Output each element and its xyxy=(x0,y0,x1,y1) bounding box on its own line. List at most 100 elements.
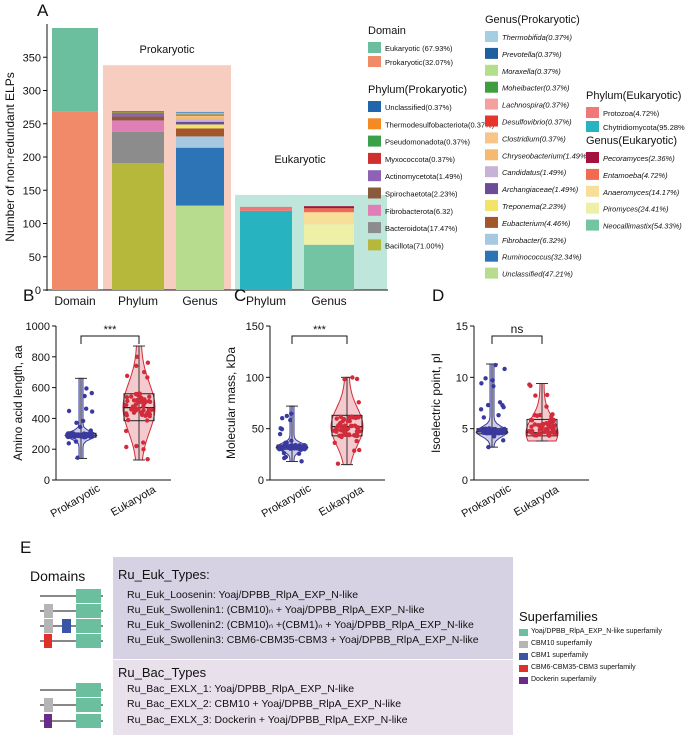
data-point xyxy=(288,443,294,448)
legend-label: Myxococcota(0.37%) xyxy=(385,155,456,164)
data-point xyxy=(147,413,152,419)
data-point xyxy=(289,438,294,443)
data-point xyxy=(289,411,294,416)
euk-type-line: Ru_Euk_Swollenin3: CBM6-CBM35-CBM3 + Yoa… xyxy=(127,634,479,646)
y-tick-label: 100 xyxy=(246,372,264,384)
data-point xyxy=(487,426,492,431)
data-point xyxy=(83,406,89,411)
yoaj-module xyxy=(76,714,101,728)
legend-swatch xyxy=(485,250,498,262)
data-point xyxy=(481,415,487,420)
data-point xyxy=(529,424,534,429)
data-point xyxy=(355,433,360,439)
data-point xyxy=(334,429,339,434)
y-tick-label: 800 xyxy=(32,352,50,364)
data-point xyxy=(497,400,503,405)
legend-swatch xyxy=(586,168,599,180)
yoaj-module xyxy=(76,683,101,697)
x-category-label: Genus xyxy=(182,294,217,308)
legend-label: Archangiaceae(1.49%) xyxy=(501,185,579,194)
data-point xyxy=(494,428,499,433)
bac-type-line: Ru_Bac_EXLX_1: Yoaj/DPBB_RlpA_EXP_N-like xyxy=(127,683,355,695)
x-category-label: Eukaryota xyxy=(317,483,367,519)
legend-swatch xyxy=(586,202,599,214)
data-point xyxy=(545,422,551,428)
legend-label: Unclassified(47.21%) xyxy=(502,270,573,279)
euk-type-line: Ru_Euk_Swollenin2: (CBM10)ₙ +(CBM1)ₙ + Y… xyxy=(127,619,474,631)
significance-label: *** xyxy=(104,324,118,336)
euk-types-box xyxy=(113,557,513,659)
data-point xyxy=(533,393,538,398)
data-point xyxy=(478,407,484,412)
superfamily-label: CBM1 superfamily xyxy=(531,652,589,659)
data-point xyxy=(123,402,129,408)
legend-swatch xyxy=(368,56,381,67)
data-point xyxy=(141,397,146,403)
y-tick-label: 50 xyxy=(252,424,264,436)
panel-c-label: C xyxy=(234,286,246,305)
legend-label: Treponema(2.23%) xyxy=(502,202,567,211)
cbm10-module xyxy=(44,698,53,712)
data-point xyxy=(356,400,361,405)
panel-d-label: D xyxy=(432,286,444,305)
bar-segment xyxy=(176,147,224,206)
data-point xyxy=(78,424,83,430)
legend-label: Eukaryotic (67.93%) xyxy=(385,44,453,53)
data-point xyxy=(66,408,72,414)
data-point xyxy=(125,417,131,423)
y-tick-label: 50 xyxy=(29,252,41,264)
legend-label: Chytridiomycota(95.28%) xyxy=(603,123,685,132)
data-point xyxy=(501,405,506,410)
data-point xyxy=(134,354,140,359)
bar-segment xyxy=(112,111,164,112)
data-point xyxy=(548,417,553,423)
x-category-label: Phylum xyxy=(246,294,286,308)
legend-swatch xyxy=(586,152,599,163)
bac-types-title: Ru_Bac_Types xyxy=(118,665,207,680)
cbm10-module xyxy=(44,619,53,633)
data-point xyxy=(550,412,555,417)
data-point xyxy=(491,383,496,389)
data-point xyxy=(538,432,544,437)
panel-e-label: E xyxy=(20,538,32,557)
data-point xyxy=(284,413,290,419)
x-category-label: Phylum xyxy=(118,294,158,308)
data-point xyxy=(88,428,94,433)
legend-label: Protozoa(4.72%) xyxy=(603,109,660,118)
data-point xyxy=(539,422,545,427)
data-point xyxy=(483,430,489,436)
data-point xyxy=(88,433,93,438)
data-point xyxy=(124,444,129,450)
y-axis-title: Number of non-redundant ELPs xyxy=(3,72,17,241)
data-point xyxy=(352,423,358,428)
legend-label: Fibrobacterota(6.32) xyxy=(385,207,453,216)
superfamily-swatch xyxy=(519,665,528,672)
data-point xyxy=(73,439,79,444)
data-point xyxy=(80,418,86,424)
superfamily-label: CBM6-CBM35-CBM3 superfamily xyxy=(531,664,636,671)
legend-swatch xyxy=(368,204,381,216)
legend-label: Fibrobacter(6.32%) xyxy=(502,236,567,245)
legend-swatch xyxy=(586,219,599,231)
data-point xyxy=(141,369,147,375)
bar-segment xyxy=(176,113,224,114)
y-tick-label: 600 xyxy=(32,383,50,395)
bar-segment xyxy=(176,121,224,125)
legend-label: Prokaryotic(32.07%) xyxy=(385,58,453,67)
data-point xyxy=(284,440,289,445)
data-point xyxy=(81,433,86,439)
legend-label: Candidatus(1.49%) xyxy=(502,168,567,177)
yoaj-module xyxy=(76,604,101,618)
legend-swatch xyxy=(485,81,498,93)
data-point xyxy=(288,417,293,423)
data-point xyxy=(352,448,357,453)
legend-title: Phylum(Prokaryotic) xyxy=(368,84,467,96)
legend-label: Clostridium(0.37%) xyxy=(502,134,566,143)
yoaj-module xyxy=(76,634,101,648)
dockerin-module xyxy=(44,714,52,728)
panel-a-label: A xyxy=(37,1,49,20)
bar-segment xyxy=(112,131,164,163)
data-point xyxy=(486,444,491,450)
x-category-label: Domain xyxy=(54,294,95,308)
